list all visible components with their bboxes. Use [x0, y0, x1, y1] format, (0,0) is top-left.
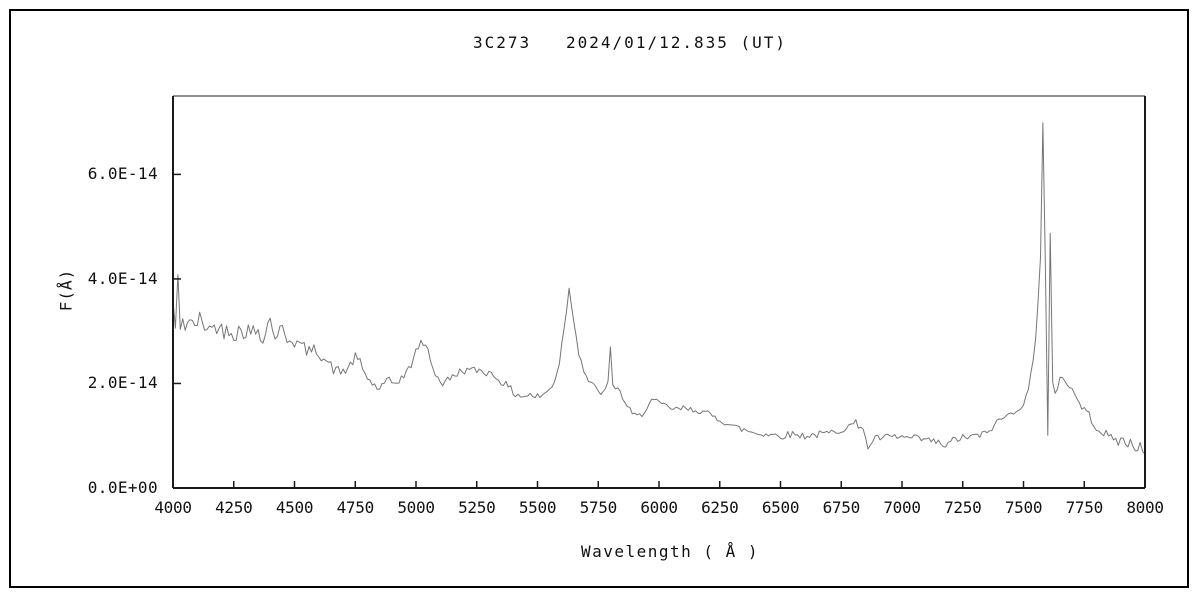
x-tick-label-5750: 5750 [579, 498, 618, 517]
x-tick-label-6250: 6250 [701, 498, 739, 517]
x-tick-label-7500: 7500 [1004, 498, 1043, 517]
y-tick-label-6.0E-14: 6.0E-14 [87, 164, 158, 184]
x-tick-label-5500: 5500 [518, 498, 557, 517]
x-tick-label-6750: 6750 [822, 498, 861, 517]
spectrum-line [172, 122, 1146, 455]
x-tick-label-8000: 8000 [1126, 498, 1164, 517]
figure-border [9, 9, 1189, 588]
y-tick-label-2.0E-14: 2.0E-14 [87, 373, 158, 393]
x-tick-label-4750: 4750 [336, 498, 375, 517]
x-axis-label: Wavelength ( Å ) [580, 542, 760, 561]
x-tick-label-5250: 5250 [458, 498, 496, 517]
y-tick-label-4.0E-14: 4.0E-14 [87, 268, 158, 288]
x-tick-label-7750: 7750 [1065, 498, 1104, 517]
x-tick-label-5000: 5000 [397, 498, 435, 517]
x-tick-label-6000: 6000 [640, 498, 678, 517]
x-tick-label-7250: 7250 [944, 498, 982, 517]
x-tick-label-4000: 4000 [154, 498, 192, 517]
x-tick-label-7000: 7000 [883, 498, 921, 517]
x-tick-label-6500: 6500 [761, 498, 800, 517]
y-tick-label-0.0E+00: 0.0E+00 [87, 478, 158, 497]
x-tick-label-4500: 4500 [275, 498, 314, 517]
chart-title: 3C273 2024/01/12.835 (UT) [472, 33, 788, 52]
x-tick-label-4250: 4250 [215, 498, 253, 517]
